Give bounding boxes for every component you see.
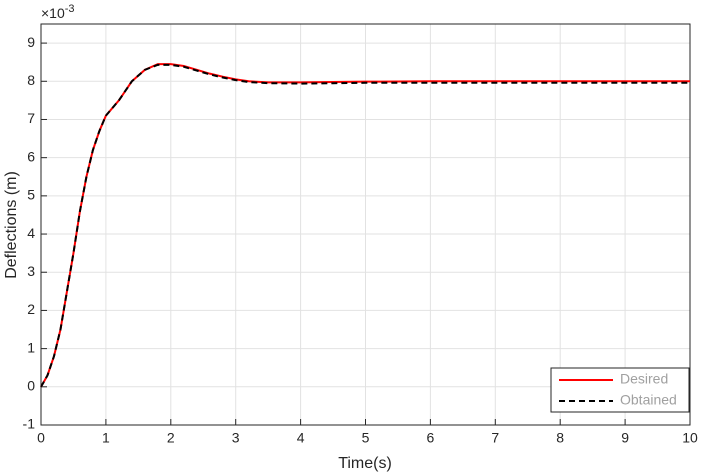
x-tick-label: 0 (37, 430, 45, 446)
x-tick-label: 10 (682, 430, 698, 446)
series-line (40, 63, 690, 388)
x-tick-label: 5 (362, 430, 370, 446)
y-axis-label: Deflections (m) (3, 171, 20, 279)
x-tick-label: 7 (491, 430, 499, 446)
y-multiplier-base: ×10 (41, 5, 65, 21)
y-tick-label: 5 (27, 187, 35, 203)
plot-frame (40, 23, 691, 426)
legend-label: Obtained (620, 392, 677, 408)
series-line (40, 63, 690, 388)
y-tick-label: 7 (27, 110, 35, 126)
legend-box (550, 367, 690, 413)
legend-label: Desired (620, 371, 668, 387)
y-multiplier: ×10-3 (41, 3, 75, 21)
y-tick-label: 4 (27, 225, 35, 241)
y-tick-label: 0 (27, 378, 35, 394)
x-tick-label: 9 (621, 430, 629, 446)
y-tick-label: 3 (27, 263, 35, 279)
y-multiplier-exponent: -3 (65, 3, 75, 15)
y-tick-label: 8 (27, 72, 35, 88)
x-tick-label: 6 (427, 430, 435, 446)
y-tick-label: 6 (27, 148, 35, 164)
x-tick-label: 8 (556, 430, 564, 446)
y-tick-label: 9 (27, 34, 35, 50)
y-tick-label: 1 (27, 339, 35, 355)
x-tick-label: 1 (102, 430, 110, 446)
y-tick-label: -1 (23, 416, 36, 432)
x-axis-label: Time(s) (338, 455, 392, 472)
x-tick-label: 2 (167, 430, 175, 446)
x-tick-label: 3 (232, 430, 240, 446)
x-tick-label: 4 (297, 430, 305, 446)
y-tick-label: 2 (27, 301, 35, 317)
